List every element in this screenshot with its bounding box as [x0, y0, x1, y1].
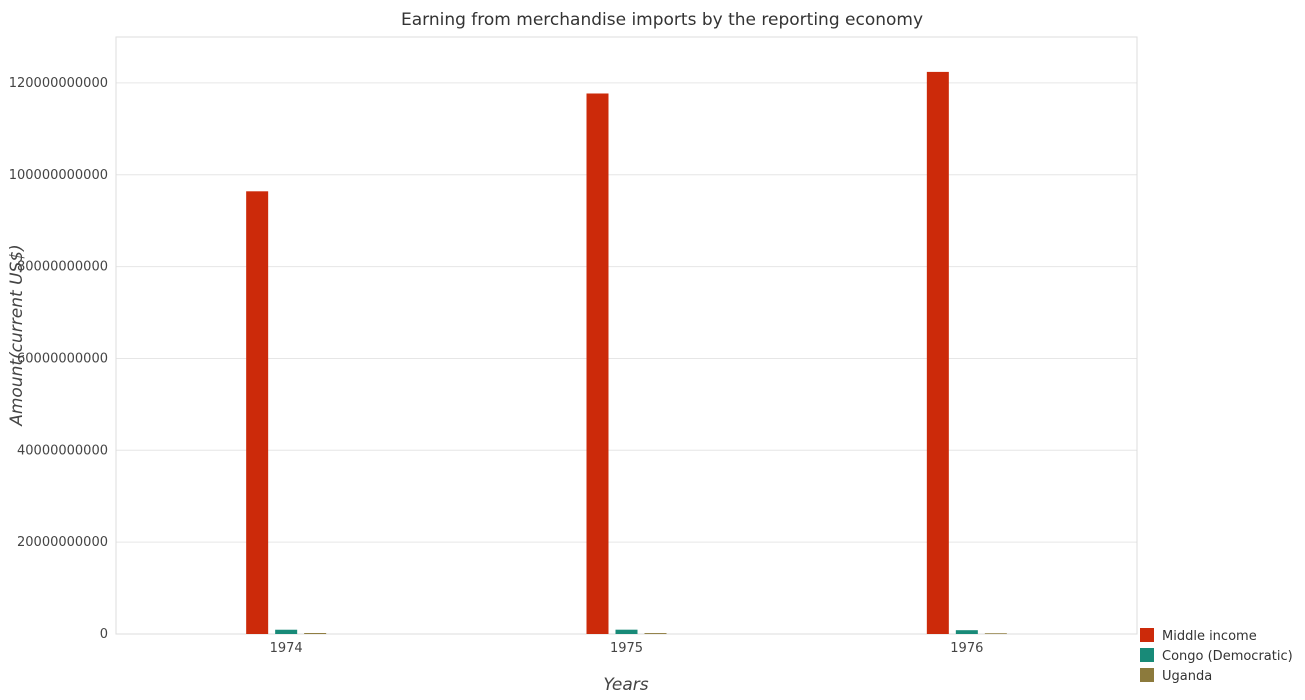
legend-label: Middle income — [1162, 629, 1257, 644]
bar — [984, 633, 1007, 634]
legend: Middle income Congo (Democratic) Uganda — [1140, 628, 1293, 684]
bar — [246, 191, 269, 634]
grid-lines — [116, 82, 1137, 635]
bar — [644, 633, 667, 634]
x-axis-label: Years — [603, 675, 648, 695]
legend-swatch — [1140, 648, 1154, 662]
legend-label: Congo (Democratic) — [1162, 649, 1293, 664]
y-axis-label: Amount(current US$) — [7, 244, 27, 427]
x-tick-label: 1976 — [950, 641, 983, 656]
y-axis-ticks: 0 20000000000 40000000000 60000000000 800000… — [9, 76, 108, 642]
bar — [586, 93, 609, 635]
y-tick-label: 20000000000 — [17, 535, 108, 550]
y-tick-label: 100000000000 — [9, 168, 108, 183]
bar — [955, 630, 978, 634]
x-tick-label: 1974 — [270, 641, 303, 656]
bars — [246, 71, 1007, 635]
chart-title: Earning from merchandise imports by the … — [401, 10, 923, 30]
bar — [615, 629, 638, 634]
y-tick-label: 40000000000 — [17, 443, 108, 458]
y-tick-label: 0 — [100, 627, 108, 642]
plot-area-border — [115, 36, 1138, 635]
x-axis-ticks: 1974 1975 1976 — [270, 641, 984, 656]
y-tick-label: 60000000000 — [17, 351, 108, 366]
legend-swatch — [1140, 628, 1154, 642]
bar — [926, 71, 949, 634]
legend-label: Uganda — [1162, 669, 1212, 684]
legend-swatch — [1140, 668, 1154, 682]
x-tick-label: 1975 — [610, 641, 643, 656]
bar — [304, 633, 327, 634]
y-tick-label: 80000000000 — [17, 260, 108, 275]
y-tick-label: 120000000000 — [9, 76, 108, 91]
bar — [275, 629, 298, 634]
